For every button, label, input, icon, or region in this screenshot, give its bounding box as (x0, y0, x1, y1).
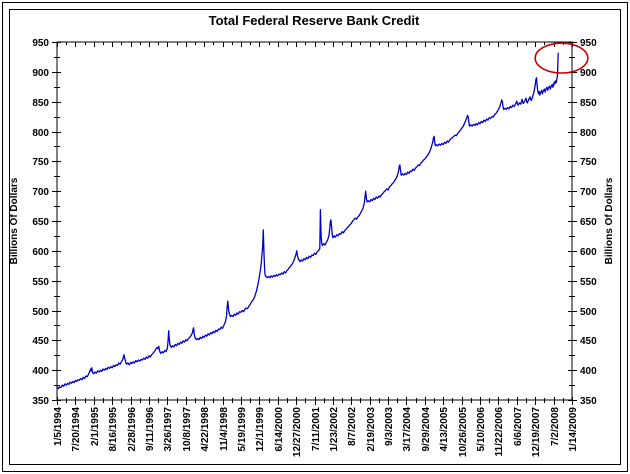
svg-text:9/3/2003: 9/3/2003 (384, 407, 395, 446)
plot-area (56, 41, 573, 401)
svg-text:12/1/1999: 12/1/1999 (255, 407, 266, 452)
svg-text:350: 350 (580, 396, 597, 407)
svg-text:4/13/2005: 4/13/2005 (439, 407, 450, 452)
svg-text:850: 850 (580, 98, 597, 109)
svg-text:7/20/1994: 7/20/1994 (71, 407, 82, 452)
svg-text:600: 600 (32, 247, 49, 258)
svg-text:500: 500 (580, 307, 597, 318)
svg-text:700: 700 (580, 187, 597, 198)
svg-text:3/26/1997: 3/26/1997 (163, 407, 174, 452)
svg-text:2/19/2003: 2/19/2003 (366, 407, 377, 452)
svg-text:350: 350 (32, 396, 49, 407)
svg-text:2/28/1996: 2/28/1996 (127, 407, 138, 452)
svg-text:11/22/2006: 11/22/2006 (494, 407, 505, 457)
svg-text:850: 850 (32, 98, 49, 109)
inner-frame (9, 9, 621, 465)
svg-text:11/4/1998: 11/4/1998 (219, 407, 230, 451)
svg-text:650: 650 (32, 217, 49, 228)
svg-text:550: 550 (580, 277, 597, 288)
svg-text:8/7/2002: 8/7/2002 (347, 407, 358, 446)
svg-text:950: 950 (32, 38, 49, 49)
svg-text:550: 550 (32, 277, 49, 288)
svg-text:750: 750 (580, 157, 597, 168)
svg-text:3/17/2004: 3/17/2004 (402, 407, 413, 452)
svg-text:450: 450 (580, 336, 597, 347)
highlight-ellipse-annotation (534, 42, 589, 74)
svg-text:800: 800 (580, 128, 597, 139)
svg-text:12/27/2000: 12/27/2000 (292, 407, 303, 457)
svg-text:500: 500 (32, 307, 49, 318)
svg-text:600: 600 (580, 247, 597, 258)
svg-text:10/8/1997: 10/8/1997 (182, 407, 193, 452)
svg-text:2/1/1995: 2/1/1995 (90, 407, 101, 446)
svg-text:1/23/2002: 1/23/2002 (329, 407, 340, 452)
svg-text:900: 900 (32, 68, 49, 79)
svg-text:400: 400 (580, 366, 597, 377)
svg-text:7/11/2001: 7/11/2001 (311, 407, 322, 451)
svg-text:1/14/2009: 1/14/2009 (568, 407, 579, 452)
svg-text:1/5/1994: 1/5/1994 (53, 407, 64, 446)
svg-text:950: 950 (580, 38, 597, 49)
svg-text:9/29/2004: 9/29/2004 (421, 407, 432, 452)
svg-text:400: 400 (32, 366, 49, 377)
y-axis-title-right: Billions Of Dollars (604, 177, 615, 264)
x-tick-labels: 1/5/1994 7/20/1994 2/1/1995 8/16/1995 2/28/1… (53, 407, 579, 457)
svg-text:750: 750 (32, 157, 49, 168)
svg-text:800: 800 (32, 128, 49, 139)
svg-text:9/11/1996: 9/11/1996 (145, 407, 156, 451)
svg-text:650: 650 (580, 217, 597, 228)
svg-text:700: 700 (32, 187, 49, 198)
svg-text:12/19/2007: 12/19/2007 (531, 407, 542, 457)
y-tick-labels-right: 350 400 450 500 550 600 650 700 750 800 850 900 950 (580, 38, 597, 407)
axis-ticks (52, 42, 577, 405)
y-axis-title-left: Billions Of Dollars (9, 177, 20, 264)
chart-title: Total Federal Reserve Bank Credit (209, 13, 420, 28)
svg-text:5/19/1999: 5/19/1999 (237, 407, 248, 452)
svg-text:900: 900 (580, 68, 597, 79)
svg-text:6/6/2007: 6/6/2007 (513, 407, 524, 446)
svg-text:10/26/2005: 10/26/2005 (458, 407, 469, 457)
y-tick-labels-left: 350 400 450 500 550 600 650 700 750 800 850 900 950 (32, 38, 49, 407)
svg-text:6/14/2000: 6/14/2000 (274, 407, 285, 452)
svg-text:4/22/1998: 4/22/1998 (200, 407, 211, 452)
svg-text:8/16/1995: 8/16/1995 (108, 407, 119, 452)
data-series-line (56, 52, 559, 390)
svg-text:7/2/2008: 7/2/2008 (550, 407, 561, 446)
svg-text:5/10/2006: 5/10/2006 (476, 407, 487, 452)
svg-text:450: 450 (32, 336, 49, 347)
